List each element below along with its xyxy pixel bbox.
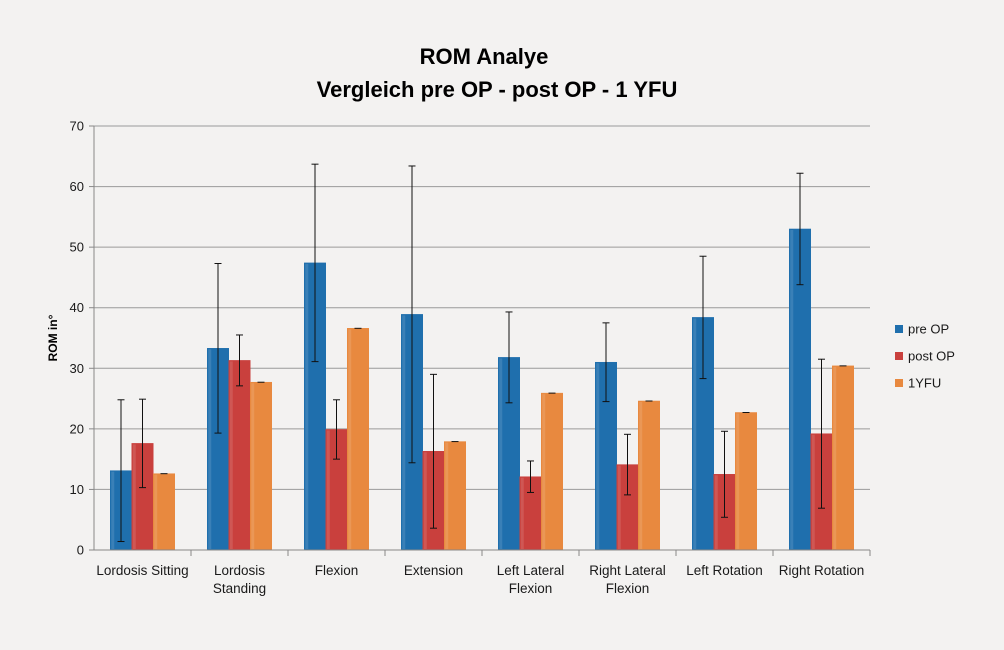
x-axis-categories: Lordosis Sitting Lordosis Standing Flexion E… bbox=[96, 563, 864, 596]
y-tick-label: 20 bbox=[70, 421, 84, 436]
error-bars bbox=[117, 163, 847, 543]
legend-swatch bbox=[895, 352, 903, 360]
bar-highlight bbox=[790, 229, 794, 549]
y-tick-label: 50 bbox=[70, 240, 84, 255]
chart-title-line-1: ROM Analye bbox=[420, 44, 549, 69]
x-category-label: Flexion bbox=[606, 581, 650, 596]
x-category-label: Standing bbox=[213, 581, 266, 596]
x-category-label: Left Lateral bbox=[497, 563, 565, 578]
x-category-label: Lordosis bbox=[214, 563, 265, 578]
bar-highlight bbox=[811, 434, 815, 549]
y-axis-title: ROM in° bbox=[46, 314, 60, 361]
bar-highlight bbox=[229, 361, 233, 549]
y-tick-label: 70 bbox=[70, 119, 84, 134]
bar-highlight bbox=[445, 442, 449, 549]
bar-highlight bbox=[596, 363, 600, 549]
bar-highlight bbox=[305, 263, 309, 549]
x-category-label: Extension bbox=[404, 563, 463, 578]
bar-highlight bbox=[736, 413, 740, 549]
x-category-label: Right Rotation bbox=[779, 563, 865, 578]
legend: pre OP post OP 1YFU bbox=[895, 322, 955, 391]
legend-swatch bbox=[895, 325, 903, 333]
bar-highlight bbox=[208, 349, 212, 549]
bar-highlight bbox=[617, 465, 621, 549]
legend-label: post OP bbox=[908, 349, 955, 364]
x-category-label: Left Rotation bbox=[686, 563, 763, 578]
y-tick-label: 0 bbox=[77, 543, 84, 558]
y-tick-label: 60 bbox=[70, 179, 84, 194]
bar-highlight bbox=[693, 318, 697, 549]
bar-highlight bbox=[639, 401, 643, 549]
bar-highlight bbox=[348, 329, 352, 549]
legend-label: 1YFU bbox=[908, 376, 941, 391]
bar-highlight bbox=[833, 366, 837, 549]
bar-highlight bbox=[251, 383, 255, 549]
bar-highlight bbox=[542, 394, 546, 549]
x-category-label: Lordosis Sitting bbox=[96, 563, 188, 578]
y-axis-ticks: 0 10 20 30 40 50 60 70 bbox=[70, 119, 94, 558]
y-tick-label: 10 bbox=[70, 482, 84, 497]
axes bbox=[93, 126, 871, 556]
legend-label: pre OP bbox=[908, 322, 949, 337]
chart-title-line-2: Vergleich pre OP - post OP - 1 YFU bbox=[317, 77, 678, 102]
bar-highlight bbox=[154, 474, 158, 549]
bar-highlight bbox=[326, 430, 330, 549]
bar-highlight bbox=[423, 452, 427, 549]
x-category-label: Right Lateral bbox=[589, 563, 666, 578]
x-category-label: Flexion bbox=[509, 581, 553, 596]
x-category-label: Flexion bbox=[315, 563, 359, 578]
bar-highlight bbox=[499, 358, 503, 549]
bar-highlight bbox=[714, 475, 718, 549]
legend-swatch bbox=[895, 379, 903, 387]
bars bbox=[110, 228, 854, 551]
y-tick-label: 40 bbox=[70, 300, 84, 315]
bar-highlight bbox=[402, 315, 406, 549]
bar-highlight bbox=[520, 477, 524, 549]
bar-highlight bbox=[111, 471, 115, 549]
bar-highlight bbox=[132, 444, 136, 549]
y-tick-label: 30 bbox=[70, 361, 84, 376]
